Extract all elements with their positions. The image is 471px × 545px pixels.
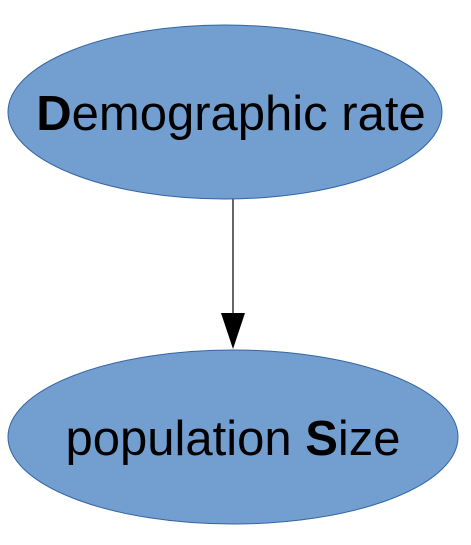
node-population-size-shape [7, 349, 459, 525]
node-population-size[interactable]: population Size [7, 349, 459, 525]
label-part: population [65, 412, 305, 466]
node-demographic-rate-label: Demographic rate [36, 87, 425, 141]
node-demographic-rate[interactable]: Demographic rate [7, 24, 443, 200]
edge-demographic-rate-to-population-size [221, 199, 245, 349]
label-part: emographic rate [72, 87, 426, 141]
node-population-size-label: population Size [65, 412, 400, 466]
label-part: D [36, 87, 71, 141]
arrowhead-icon [221, 313, 245, 349]
node-demographic-rate-shape [7, 24, 443, 200]
label-part: ize [338, 412, 401, 466]
label-part: S [305, 412, 338, 466]
